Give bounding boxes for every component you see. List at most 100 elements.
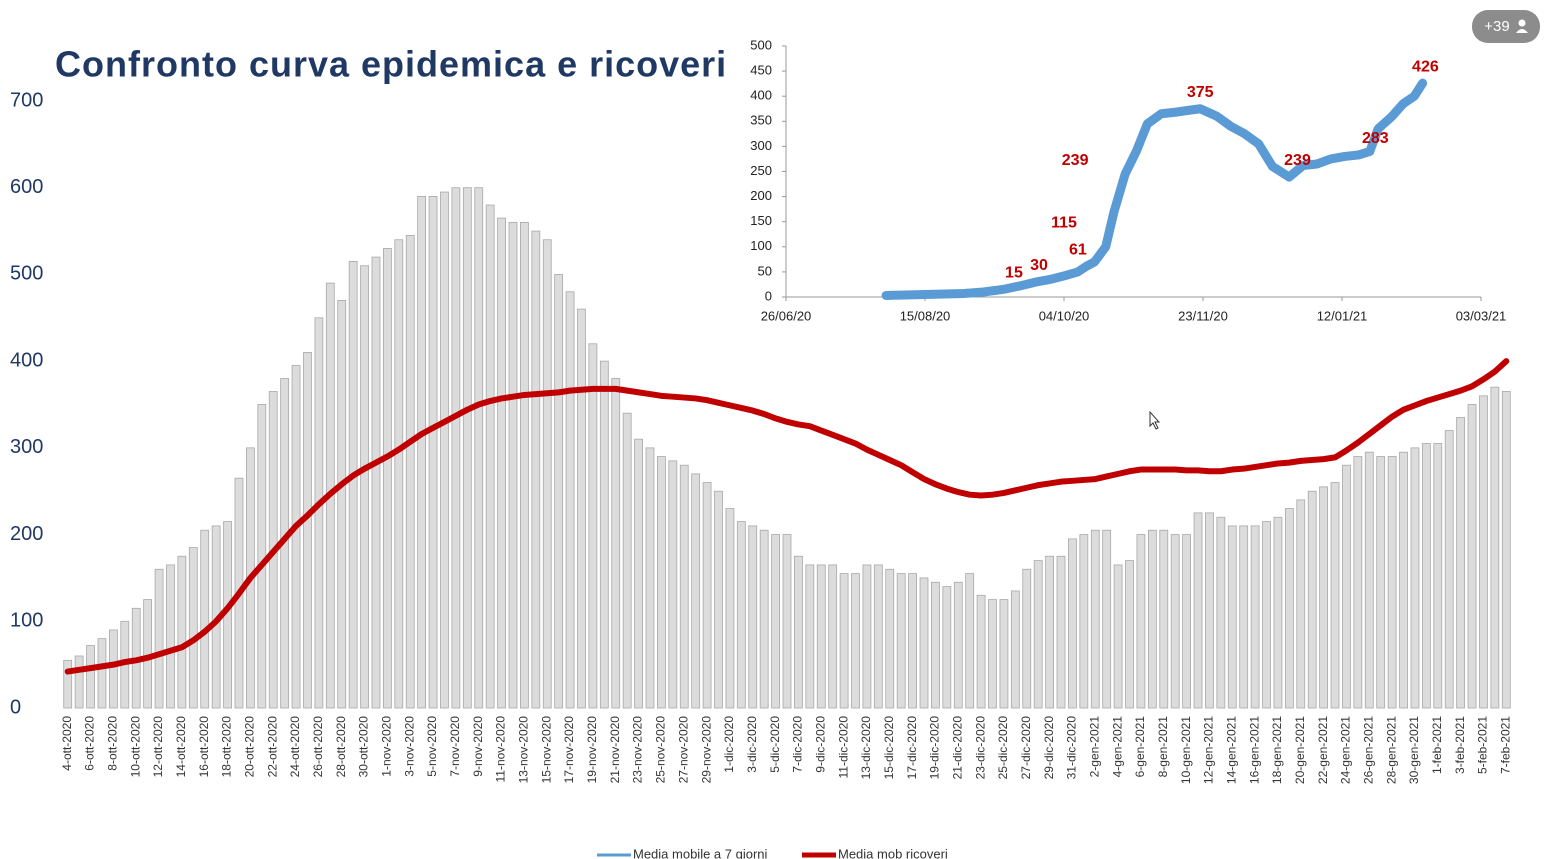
x-tick-label: 28-ott-2020 bbox=[334, 716, 348, 778]
y-tick-label: 450 bbox=[750, 63, 772, 78]
bar bbox=[1033, 560, 1043, 709]
y-tick-label: 100 bbox=[750, 238, 772, 253]
bar bbox=[63, 659, 73, 709]
bar bbox=[1136, 534, 1146, 709]
x-tick-label: 19-nov-2020 bbox=[585, 716, 599, 784]
bar bbox=[1170, 534, 1180, 709]
x-tick-label: 17-nov-2020 bbox=[562, 716, 576, 784]
x-tick-label: 14-gen-2021 bbox=[1224, 716, 1238, 784]
bar bbox=[485, 204, 495, 709]
bar bbox=[348, 261, 358, 709]
bar bbox=[988, 599, 997, 709]
y-tick-label: 0 bbox=[765, 288, 772, 303]
bar bbox=[1239, 525, 1249, 709]
data-label: 30 bbox=[1030, 257, 1048, 274]
bar bbox=[1182, 534, 1192, 709]
person-icon bbox=[1516, 29, 1528, 33]
bar bbox=[645, 447, 655, 709]
bar bbox=[702, 482, 712, 709]
data-label: 239 bbox=[1062, 152, 1089, 169]
x-tick-label: 23-nov-2020 bbox=[631, 716, 645, 784]
bar bbox=[1045, 555, 1054, 709]
bar bbox=[1159, 529, 1169, 709]
bar bbox=[908, 573, 917, 709]
x-tick-label: 7-nov-2020 bbox=[448, 716, 462, 777]
x-tick-label: 19-dic-2020 bbox=[928, 716, 942, 780]
bar bbox=[154, 568, 164, 709]
y-tick-label: 500 bbox=[10, 263, 43, 285]
x-tick-label: 10-gen-2021 bbox=[1179, 716, 1193, 784]
bar bbox=[462, 187, 472, 709]
bar bbox=[1022, 568, 1032, 709]
x-tick-label: 7-feb-2021 bbox=[1498, 716, 1512, 774]
line bbox=[881, 78, 1428, 300]
x-tick-label: 27-nov-2020 bbox=[676, 716, 690, 784]
x-tick-label: 26/06/20 bbox=[761, 308, 812, 323]
chart-title: Confronto curva epidemica e ricoveri bbox=[55, 44, 727, 85]
bar bbox=[679, 464, 689, 709]
y-tick-label: 600 bbox=[10, 176, 43, 198]
y-tick-label: 200 bbox=[10, 523, 43, 545]
bar bbox=[1090, 529, 1100, 709]
x-tick-label: 30-gen-2021 bbox=[1407, 716, 1421, 784]
x-tick-label: 16-gen-2021 bbox=[1247, 716, 1261, 784]
x-tick-label: 15-nov-2020 bbox=[539, 716, 553, 784]
bar bbox=[1147, 529, 1157, 709]
bar bbox=[976, 594, 986, 709]
bar bbox=[1490, 386, 1500, 709]
bar bbox=[257, 404, 267, 709]
y-tick-label: 150 bbox=[750, 213, 772, 228]
x-tick-label: 5-nov-2020 bbox=[425, 716, 439, 777]
participants-badge[interactable]: +39 bbox=[1472, 10, 1540, 43]
x-tick-label: 12/01/21 bbox=[1317, 308, 1368, 323]
x-tick-label: 26-ott-2020 bbox=[311, 716, 325, 778]
x-tick-label: 20-ott-2020 bbox=[243, 716, 257, 778]
bar bbox=[1273, 516, 1283, 709]
bar bbox=[736, 521, 746, 709]
bar bbox=[166, 564, 175, 709]
data-label: 239 bbox=[1284, 152, 1311, 169]
bar bbox=[1399, 451, 1408, 709]
bar bbox=[497, 217, 506, 709]
x-tick-label: 11-dic-2020 bbox=[836, 716, 850, 779]
y-tick-label: 300 bbox=[10, 436, 43, 458]
bar bbox=[188, 547, 198, 709]
bar bbox=[428, 195, 438, 709]
x-tick-label: 1-nov-2020 bbox=[380, 716, 394, 777]
x-tick-label: 21-dic-2020 bbox=[950, 716, 964, 780]
y-tick-label: 350 bbox=[750, 113, 772, 128]
bar bbox=[440, 191, 449, 709]
badge-count[interactable]: +39 bbox=[1484, 18, 1509, 35]
x-tick-label: 5-dic-2020 bbox=[768, 716, 782, 773]
data-label: 375 bbox=[1187, 84, 1214, 101]
bar bbox=[1079, 534, 1089, 709]
bar bbox=[1205, 512, 1214, 709]
bar bbox=[1262, 521, 1271, 709]
bar bbox=[303, 352, 312, 709]
badge-background[interactable] bbox=[1472, 10, 1540, 43]
x-tick-label: 14-ott-2020 bbox=[174, 716, 188, 778]
x-tick-label: 12-ott-2020 bbox=[151, 716, 165, 778]
y-tick-label: 700 bbox=[10, 89, 43, 111]
bar bbox=[805, 564, 815, 709]
bar bbox=[1433, 443, 1443, 709]
bar bbox=[828, 564, 838, 709]
bar bbox=[611, 378, 621, 709]
bar bbox=[1319, 486, 1329, 709]
x-tick-label: 12-gen-2021 bbox=[1202, 716, 1216, 784]
x-tick-label: 04/10/20 bbox=[1039, 308, 1090, 323]
y-tick-label: 0 bbox=[10, 696, 21, 718]
bar bbox=[1410, 447, 1420, 709]
data-label: 61 bbox=[1069, 242, 1087, 259]
y-tick-label: 200 bbox=[750, 188, 772, 203]
x-tick-label: 6-ott-2020 bbox=[83, 716, 97, 771]
bar bbox=[896, 573, 906, 709]
bar bbox=[1068, 538, 1077, 709]
x-tick-label: 13-dic-2020 bbox=[859, 716, 873, 780]
bar bbox=[657, 456, 666, 709]
bar bbox=[668, 460, 678, 709]
x-tick-label: 22-gen-2021 bbox=[1316, 716, 1330, 784]
bar bbox=[691, 473, 701, 709]
bar bbox=[931, 581, 940, 709]
x-tick-label: 8-ott-2020 bbox=[106, 716, 120, 771]
